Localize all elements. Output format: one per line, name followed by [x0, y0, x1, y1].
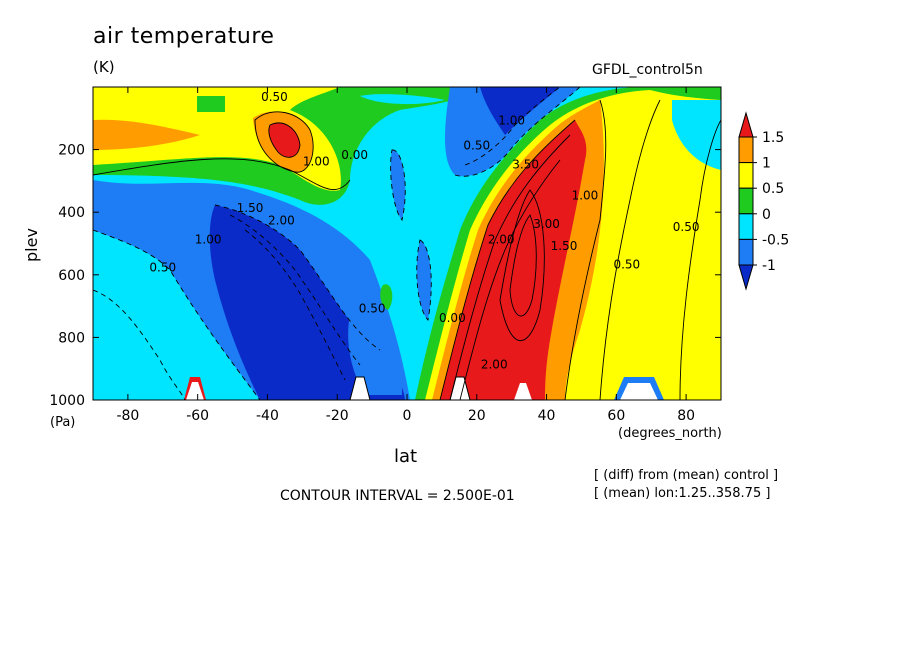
chart-units: (K): [93, 58, 115, 76]
colorbar-top-triangle: [738, 111, 754, 138]
fill-cyan-wisp: [360, 94, 445, 105]
x-axis-label: lat: [394, 446, 418, 467]
contour-label: 3.50: [512, 157, 539, 171]
chart-title: air temperature: [93, 24, 275, 49]
contour-label: 1.00: [572, 189, 599, 203]
contour-label: 3.00: [533, 217, 560, 231]
x-tick-label: 60: [607, 408, 625, 424]
topo-mask-5-inner: [620, 383, 658, 400]
fill-green-nh-top: [650, 87, 721, 100]
fill-red-nh: [440, 120, 587, 400]
x-tick-label: -20: [326, 408, 349, 424]
y-tick-label: 200: [58, 143, 85, 159]
colorbar-box: [738, 238, 754, 266]
fill-darkblue-nh-top: [480, 87, 560, 135]
contour-label: 0.50: [359, 301, 386, 315]
x-tick-label: 0: [403, 408, 412, 424]
contour-label: 1.00: [498, 114, 525, 128]
contour-interval: CONTOUR INTERVAL = 2.500E-01: [280, 488, 515, 504]
x-tick-label: -80: [116, 408, 139, 424]
y-tick-label: 1000: [49, 393, 85, 409]
contour-label: 1.50: [551, 239, 578, 253]
contour-label: 0.50: [673, 220, 700, 234]
x-tick-label: -60: [186, 408, 209, 424]
y-tick-label: 400: [58, 205, 85, 221]
contour-lines: [93, 87, 721, 400]
topo-mask-2: [349, 376, 371, 400]
y-tick-label: 600: [58, 268, 85, 284]
x-axis-ticks: -80 -60 -40 -20 0 20 40 60 80: [116, 87, 695, 424]
contour-fills: [93, 87, 721, 400]
colorbar-label: 0.5: [762, 181, 784, 197]
fill-blue-pocket2: [390, 149, 406, 220]
fill-blue-nh-top: [445, 87, 580, 177]
colorbar: 1.5 1 0.5 0 -0.5 -1: [738, 111, 789, 291]
topo-mask-1-inner: [186, 382, 204, 400]
colorbar-label: 0: [762, 207, 771, 223]
note-mean: [ (mean) lon:1.25..358.75 ]: [594, 486, 771, 501]
fill-cyan-sw: [93, 230, 260, 400]
fill-green-square: [197, 96, 225, 112]
colorbar-box: [738, 187, 754, 215]
colorbar-box: [738, 213, 754, 240]
fill-green-pocket: [380, 284, 393, 310]
contour-label: 1.00: [195, 233, 222, 247]
colorbar-label: -1: [762, 258, 776, 274]
fill-red-blob: [268, 122, 300, 158]
fill-blue-pocket: [416, 240, 432, 320]
colorbar-label: 1.5: [762, 130, 784, 146]
contour-label: 0.00: [439, 311, 466, 325]
x-axis-unit: (degrees_north): [618, 426, 722, 441]
contour-label: 2.00: [481, 358, 508, 372]
dataset-label: GFDL_control5n: [592, 62, 703, 78]
contour-labels: 0.50 1.00 0.00 1.50 2.00 1.00 0.50 0.50 0.00 0.50…: [149, 90, 699, 372]
y-tick-label: 800: [58, 330, 85, 346]
colorbar-label: -0.5: [762, 232, 789, 248]
x-tick-label: 20: [468, 408, 486, 424]
contour-label: 0.50: [149, 261, 176, 275]
x-tick-label: -40: [256, 408, 279, 424]
fill-orange-top-left: [93, 119, 200, 150]
contour-label: 1.50: [237, 201, 264, 215]
colorbar-label: 1: [762, 156, 771, 172]
y-axis-unit: (Pa): [50, 415, 76, 430]
contour-label: 2.00: [488, 233, 515, 247]
contour-label: 2.00: [268, 214, 295, 228]
colorbar-box: [738, 136, 754, 164]
contour-label: 0.50: [613, 258, 640, 272]
contour-label: 0.50: [463, 139, 490, 153]
contour-label: 0.00: [341, 148, 368, 162]
fill-blue-inner: [348, 315, 402, 395]
topo-mask-4-inner: [514, 383, 532, 400]
colorbar-bottom-triangle: [738, 264, 754, 291]
x-tick-label: 40: [538, 408, 556, 424]
x-tick-label: 80: [677, 408, 695, 424]
y-axis-ticks: 200 400 600 800 1000: [49, 143, 721, 409]
colorbar-box: [738, 162, 754, 189]
contour-label: 0.50: [261, 90, 288, 104]
note-diff: [ (diff) from (mean) control ]: [594, 468, 779, 483]
contour-label: 1.00: [303, 154, 330, 168]
